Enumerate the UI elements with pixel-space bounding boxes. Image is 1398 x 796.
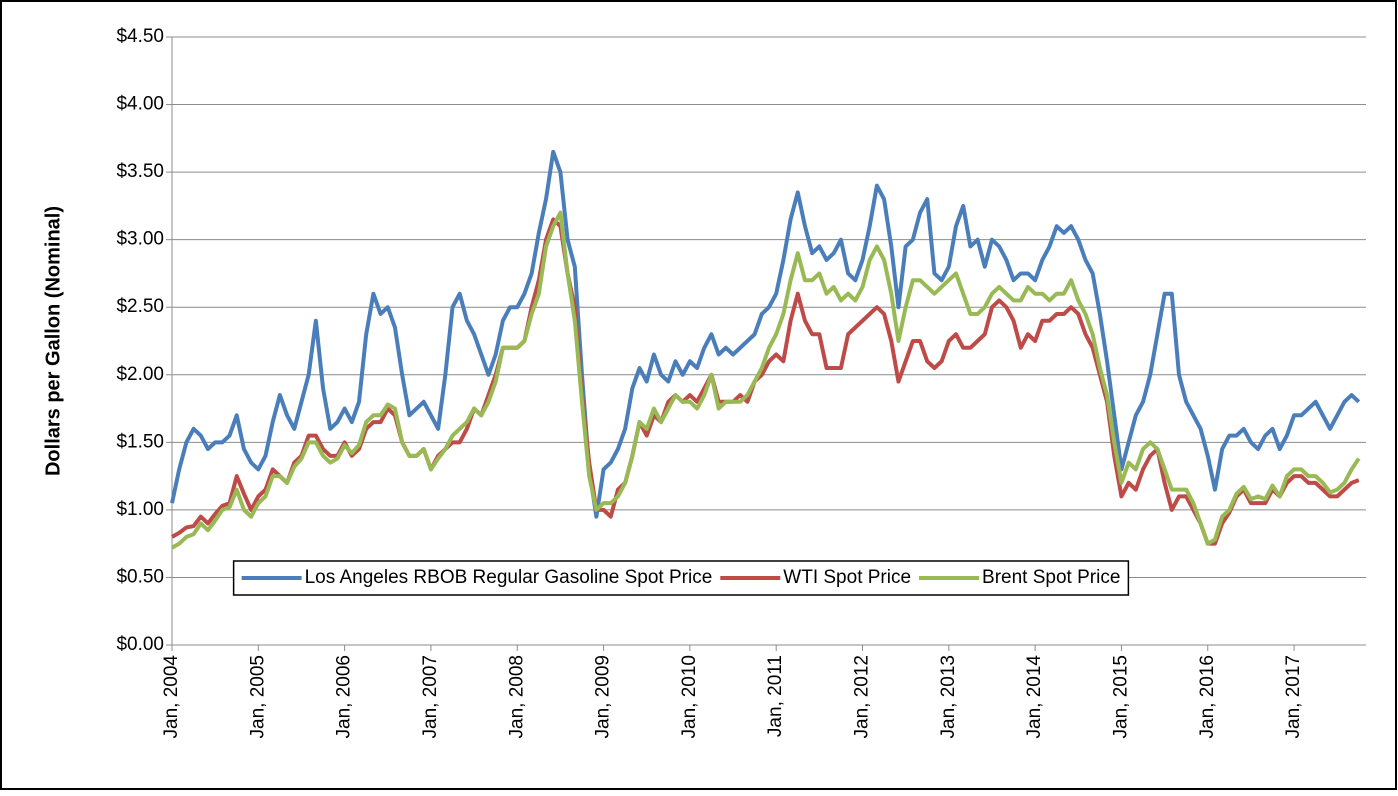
x-tick-label: Jan, 2016 [1197,655,1218,738]
series-line [171,217,1360,546]
x-tick-label: Jan, 2007 [420,655,441,738]
series-line [170,149,1361,519]
y-tick-label: $4.50 [116,26,164,47]
y-tick-label: $2.00 [116,364,164,385]
y-tick-label: $4.00 [116,94,164,115]
legend-label: WTI Spot Price [783,567,911,588]
x-tick-label: Jan, 2012 [852,655,873,738]
y-tick-label: $0.00 [116,634,164,655]
y-tick-label: $0.50 [116,566,164,587]
x-tick-label: Jan, 2014 [1024,655,1045,739]
y-tick-label: $1.00 [116,499,164,520]
x-tick-label: Jan, 2017 [1283,655,1304,738]
x-tick-label: Jan, 2009 [593,655,614,738]
x-tick-label: Jan, 2013 [938,655,959,738]
x-tick-label: Jan, 2008 [506,655,527,738]
y-tick-label: $3.50 [116,161,164,182]
x-tick-label: Jan, 2011 [765,655,786,737]
y-axis-label: Dollars per Gallon (Nominal) [42,206,64,476]
series-line [171,210,1361,550]
x-tick-label: Jan, 2004 [161,655,182,739]
x-tick-label: Jan, 2005 [247,655,268,738]
x-tick-label: Jan, 2006 [334,655,355,738]
legend-label: Los Angeles RBOB Regular Gasoline Spot P… [305,567,713,588]
legend: Los Angeles RBOB Regular Gasoline Spot P… [241,567,1120,588]
x-tick-label: Jan, 2015 [1110,655,1131,738]
y-tick-label: $1.50 [116,431,164,452]
legend-box [232,560,1130,596]
legend-label: Brent Spot Price [982,567,1120,588]
x-tick-label: Jan, 2010 [679,655,700,738]
y-tick-label: $2.50 [116,296,164,317]
y-tick-label: $3.00 [116,229,164,250]
